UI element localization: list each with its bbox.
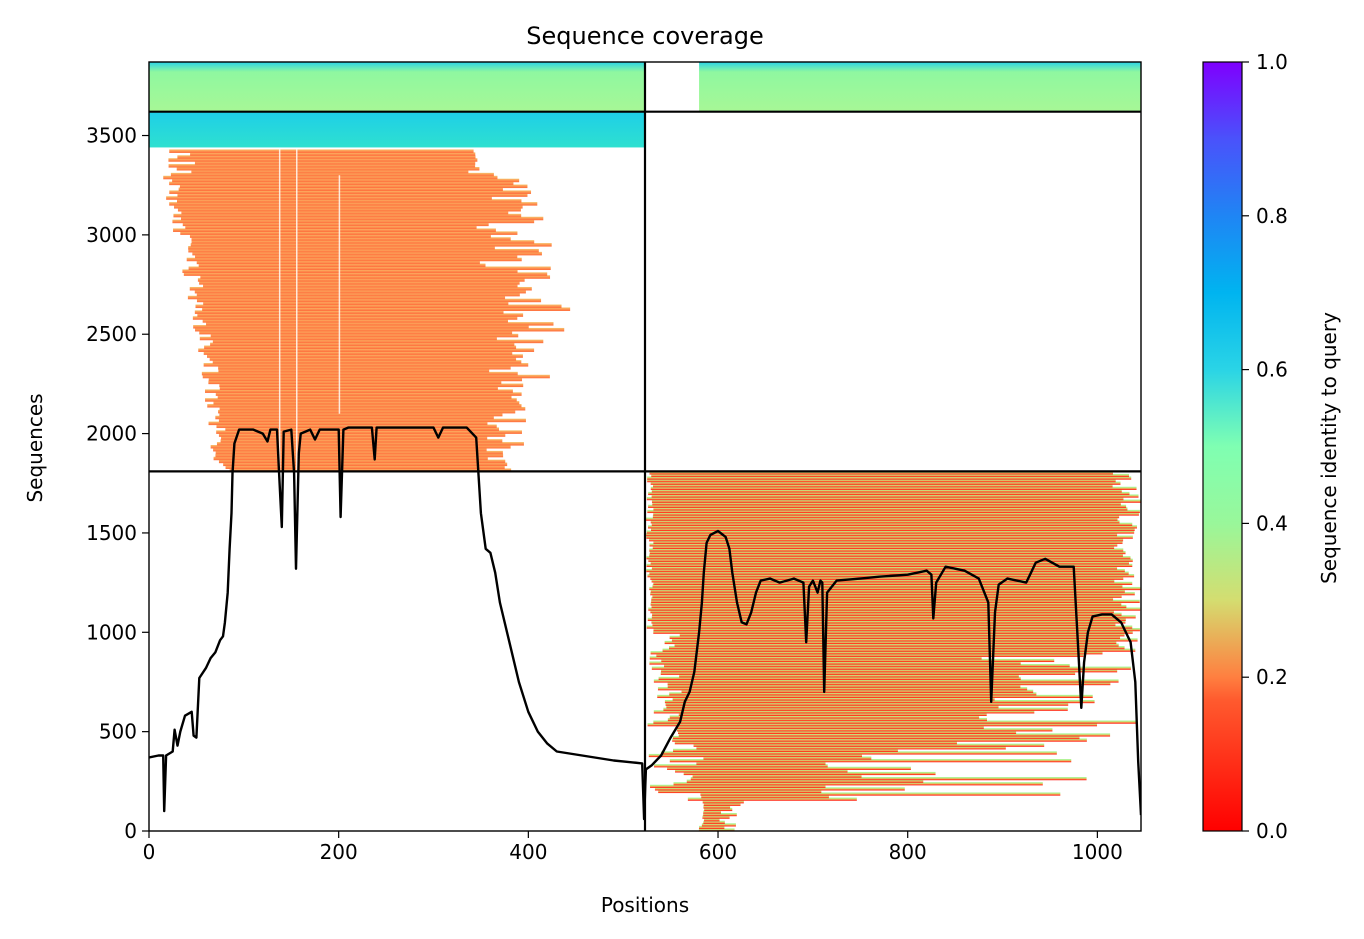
colorbar-tick-label: 0.2 (1256, 665, 1288, 689)
y-axis-ticks: 0 500 1000 1500 2000 2500 3000 3500 (86, 124, 149, 843)
x-tick-label: 400 (509, 840, 547, 864)
y-tick-label: 2500 (86, 322, 137, 346)
block-boundaries (149, 62, 1141, 831)
y-tick-label: 3500 (86, 124, 137, 148)
block-a-chain1 (149, 62, 645, 112)
colorbar-tick-label: 0.4 (1256, 511, 1288, 535)
y-tick-label: 3000 (86, 223, 137, 247)
plot-frame (148, 61, 1142, 832)
colorbar-tick-label: 0.6 (1256, 358, 1288, 382)
block-b-hits (163, 149, 571, 472)
coverage-line-layer (149, 426, 1141, 821)
x-axis-ticks: 0 200 400 600 800 1000 (143, 831, 1123, 864)
colorbar-tick-label: 0.8 (1256, 204, 1288, 228)
coverage-line (149, 426, 1141, 821)
y-tick-label: 2000 (86, 422, 137, 446)
coverage-heatmap (149, 62, 1141, 831)
colorbar-gradient (1202, 61, 1243, 832)
y-tick-label: 1500 (86, 521, 137, 545)
y-tick-label: 0 (124, 819, 137, 843)
x-tick-label: 800 (889, 840, 927, 864)
y-tick-label: 500 (99, 720, 137, 744)
x-tick-label: 1000 (1072, 840, 1123, 864)
x-tick-label: 600 (699, 840, 737, 864)
y-axis-label: Sequences (23, 393, 47, 502)
colorbar-tick-label: 1.0 (1256, 50, 1288, 74)
colorbar-label: Sequence identity to query (1317, 312, 1341, 584)
block-a-chain2 (699, 62, 1141, 112)
colorbar-ticks: 0.0 0.2 0.4 0.6 0.8 1.0 (1242, 50, 1288, 843)
colorbar: 0.0 0.2 0.4 0.6 0.8 1.0 Sequence identity to … (1202, 50, 1341, 843)
block-c-hits (646, 471, 1141, 831)
x-axis-label: Positions (601, 893, 689, 917)
chart-title: Sequence coverage (526, 22, 763, 50)
x-tick-label: 0 (143, 840, 156, 864)
colorbar-tick-label: 0.0 (1256, 819, 1288, 843)
block-b-top (149, 111, 645, 148)
x-tick-label: 200 (320, 840, 358, 864)
y-tick-label: 1000 (86, 620, 137, 644)
